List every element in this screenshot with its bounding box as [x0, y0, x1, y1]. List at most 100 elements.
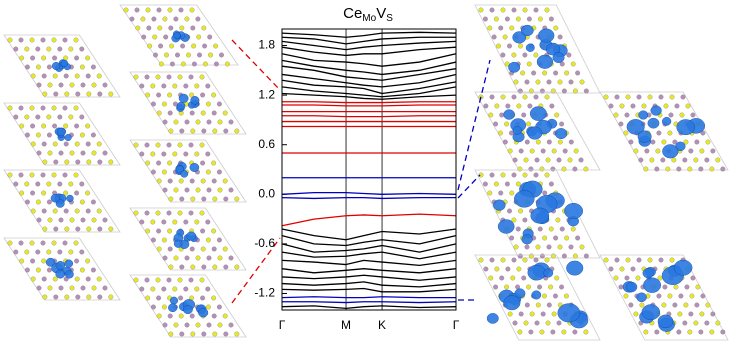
atom	[156, 246, 162, 252]
atom	[679, 112, 685, 118]
atom	[212, 128, 218, 134]
atom	[102, 150, 108, 156]
atom	[79, 267, 85, 273]
atom	[46, 132, 52, 138]
atom	[522, 172, 528, 178]
atom	[19, 123, 25, 129]
atom	[212, 331, 218, 337]
atom	[80, 82, 86, 88]
atom	[177, 74, 183, 80]
atom	[108, 159, 114, 165]
atom	[661, 139, 667, 145]
atom	[211, 246, 217, 252]
atom	[205, 304, 211, 310]
atom	[534, 320, 540, 326]
atom	[504, 181, 510, 187]
atom	[186, 52, 191, 58]
atom	[189, 313, 195, 319]
atom	[535, 302, 541, 308]
atom	[29, 172, 35, 178]
atom	[216, 304, 222, 310]
atom	[188, 74, 194, 80]
atom	[150, 304, 156, 310]
atom	[64, 226, 70, 232]
atom	[649, 157, 655, 163]
atom	[74, 258, 80, 264]
atom	[91, 217, 97, 223]
atom	[18, 37, 24, 43]
orbital-lobe	[64, 133, 72, 141]
atom	[211, 178, 217, 184]
atom	[90, 199, 96, 205]
atom	[41, 73, 47, 79]
atom	[213, 61, 219, 67]
atom	[178, 178, 184, 184]
orbital-lobe	[555, 128, 568, 140]
orbital-lobe	[673, 259, 693, 276]
atom	[554, 112, 560, 118]
atom	[68, 114, 74, 120]
atom	[178, 7, 184, 13]
atom	[189, 246, 195, 252]
atom	[583, 166, 589, 172]
atom	[498, 190, 504, 196]
atom	[74, 123, 80, 129]
atom	[63, 190, 69, 196]
atom	[30, 190, 36, 196]
atom	[90, 132, 96, 138]
atom	[163, 34, 169, 40]
atom	[562, 148, 568, 154]
orbital-lobe	[512, 126, 522, 135]
atom	[540, 148, 546, 154]
atom	[85, 73, 91, 79]
atom	[168, 331, 174, 337]
atom	[139, 219, 145, 225]
atom	[489, 94, 495, 100]
band	[281, 79, 457, 95]
atom	[80, 217, 86, 223]
atom	[213, 43, 219, 49]
atom	[63, 208, 69, 214]
atom	[211, 313, 217, 319]
orbital-lobe	[525, 43, 535, 52]
atom	[80, 150, 86, 156]
atom	[535, 79, 541, 85]
atom	[628, 139, 634, 145]
atom	[161, 83, 167, 89]
atom	[682, 157, 688, 163]
atom	[53, 226, 59, 232]
orbital-lobe	[527, 126, 543, 140]
atom	[30, 73, 36, 79]
band	[282, 301, 457, 304]
orbital-lobe	[173, 32, 181, 40]
atom	[206, 255, 212, 261]
atom	[638, 157, 644, 163]
band	[282, 104, 456, 107]
atom	[24, 64, 30, 70]
atom	[42, 91, 48, 97]
atom	[511, 257, 517, 263]
atom	[179, 25, 185, 31]
atom	[173, 255, 179, 261]
atom	[46, 267, 52, 273]
orbital-lobe	[642, 268, 654, 279]
atom	[568, 244, 574, 250]
atom	[35, 132, 41, 138]
atom	[190, 128, 196, 134]
atom	[557, 139, 563, 145]
atom	[537, 284, 543, 290]
atom	[133, 277, 139, 283]
atom	[572, 166, 578, 172]
atom	[69, 150, 75, 156]
atom	[522, 7, 528, 13]
atom	[524, 302, 530, 308]
atom	[618, 284, 624, 290]
atom	[489, 7, 495, 13]
atom	[709, 329, 715, 335]
atom	[572, 88, 578, 94]
atom	[546, 302, 552, 308]
atom	[69, 217, 75, 223]
atom	[488, 275, 494, 281]
atom	[234, 128, 240, 134]
orbital-lobe	[527, 264, 546, 281]
